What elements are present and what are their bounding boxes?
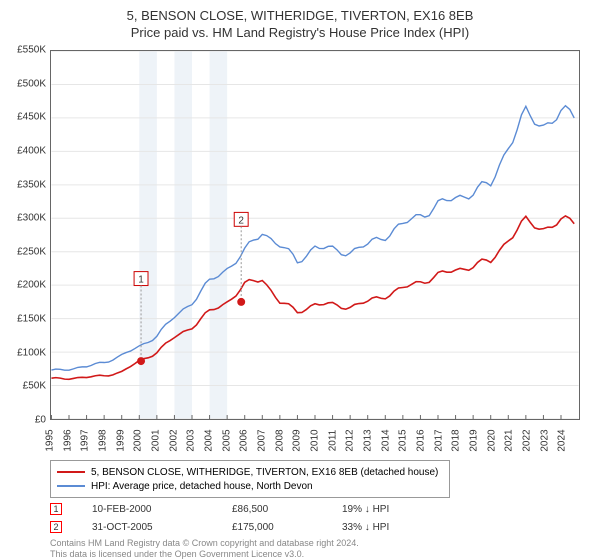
legend-line-swatch [57, 471, 85, 473]
x-tick-label: 2013 [363, 429, 374, 451]
x-tick-label: 2022 [522, 429, 533, 451]
x-tick-label: 2017 [433, 429, 444, 451]
legend-item: 5, BENSON CLOSE, WITHERIDGE, TIVERTON, E… [57, 465, 443, 479]
x-tick-label: 1997 [80, 429, 91, 451]
legend-item: HPI: Average price, detached house, Nort… [57, 479, 443, 493]
legend-label: HPI: Average price, detached house, Nort… [91, 481, 313, 492]
sale-diff: 33% ↓ HPI [342, 522, 389, 533]
y-axis: £0£50K£100K£150K£200K£250K£300K£350K£400… [0, 50, 50, 420]
y-tick-label: £550K [17, 45, 46, 56]
x-tick-label: 2023 [539, 429, 550, 451]
y-tick-label: £200K [17, 280, 46, 291]
x-tick-label: 2010 [310, 429, 321, 451]
x-tick-label: 1995 [45, 429, 56, 451]
sale-row-marker: 1 [50, 503, 62, 515]
plot-svg: 12 [50, 50, 580, 420]
legend-line-swatch [57, 485, 85, 487]
x-tick-label: 2007 [257, 429, 268, 451]
x-tick-label: 2008 [274, 429, 285, 451]
series-line-property [51, 216, 574, 379]
x-tick-label: 2019 [469, 429, 480, 451]
x-tick-label: 2001 [151, 429, 162, 451]
sale-date: 31-OCT-2005 [92, 522, 202, 533]
shaded-band [174, 51, 192, 419]
x-tick-label: 2014 [380, 429, 391, 451]
x-tick-label: 2011 [327, 430, 338, 452]
x-tick-label: 2021 [504, 429, 515, 451]
sale-diff: 19% ↓ HPI [342, 504, 389, 515]
y-tick-label: £50K [23, 381, 46, 392]
footer-line1: Contains HM Land Registry data © Crown c… [50, 538, 580, 549]
series-line-hpi [51, 106, 574, 370]
sale-price: £86,500 [232, 504, 312, 515]
footer-line2: This data is licensed under the Open Gov… [50, 549, 580, 560]
footer-attribution: Contains HM Land Registry data © Crown c… [50, 538, 580, 560]
sale-row: 2 31-OCT-2005 £175,000 33% ↓ HPI [50, 518, 580, 536]
x-tick-label: 2004 [204, 429, 215, 451]
shaded-band [210, 51, 228, 419]
legend-box: 5, BENSON CLOSE, WITHERIDGE, TIVERTON, E… [50, 460, 450, 498]
y-tick-label: £0 [35, 415, 46, 426]
title-block: 5, BENSON CLOSE, WITHERIDGE, TIVERTON, E… [0, 0, 600, 44]
title-main: 5, BENSON CLOSE, WITHERIDGE, TIVERTON, E… [0, 8, 600, 23]
sale-date: 10-FEB-2000 [92, 504, 202, 515]
sale-price: £175,000 [232, 522, 312, 533]
x-tick-label: 2020 [486, 429, 497, 451]
x-tick-label: 2015 [398, 429, 409, 451]
y-tick-label: £250K [17, 246, 46, 257]
sale-marker-dot [237, 298, 245, 306]
x-tick-label: 2000 [133, 429, 144, 451]
x-tick-label: 1996 [62, 429, 73, 451]
x-tick-label: 2016 [416, 429, 427, 451]
chart-area: 12 [50, 50, 580, 420]
y-tick-label: £150K [17, 314, 46, 325]
y-tick-label: £450K [17, 112, 46, 123]
x-tick-label: 2003 [186, 429, 197, 451]
y-tick-label: £350K [17, 179, 46, 190]
x-tick-label: 2002 [168, 429, 179, 451]
x-tick-label: 1999 [115, 429, 126, 451]
y-tick-label: £400K [17, 145, 46, 156]
x-tick-label: 2005 [221, 429, 232, 451]
sale-marker-dot [137, 357, 145, 365]
x-axis: 1995199619971998199920002001200220032004… [50, 420, 580, 460]
x-tick-label: 2009 [292, 429, 303, 451]
y-tick-label: £500K [17, 78, 46, 89]
sale-row-marker: 2 [50, 521, 62, 533]
x-tick-label: 2024 [557, 429, 568, 451]
y-tick-label: £100K [17, 347, 46, 358]
svg-text:1: 1 [138, 275, 144, 286]
x-tick-label: 2012 [345, 429, 356, 451]
svg-text:2: 2 [238, 215, 244, 226]
chart-container: 5, BENSON CLOSE, WITHERIDGE, TIVERTON, E… [0, 0, 600, 560]
legend-label: 5, BENSON CLOSE, WITHERIDGE, TIVERTON, E… [91, 467, 438, 478]
sale-rows: 1 10-FEB-2000 £86,500 19% ↓ HPI 2 31-OCT-2005… [50, 500, 580, 536]
title-sub: Price paid vs. HM Land Registry's House … [0, 25, 600, 40]
sale-row: 1 10-FEB-2000 £86,500 19% ↓ HPI [50, 500, 580, 518]
x-tick-label: 1998 [98, 429, 109, 451]
x-tick-label: 2006 [239, 429, 250, 451]
y-tick-label: £300K [17, 213, 46, 224]
x-tick-label: 2018 [451, 429, 462, 451]
